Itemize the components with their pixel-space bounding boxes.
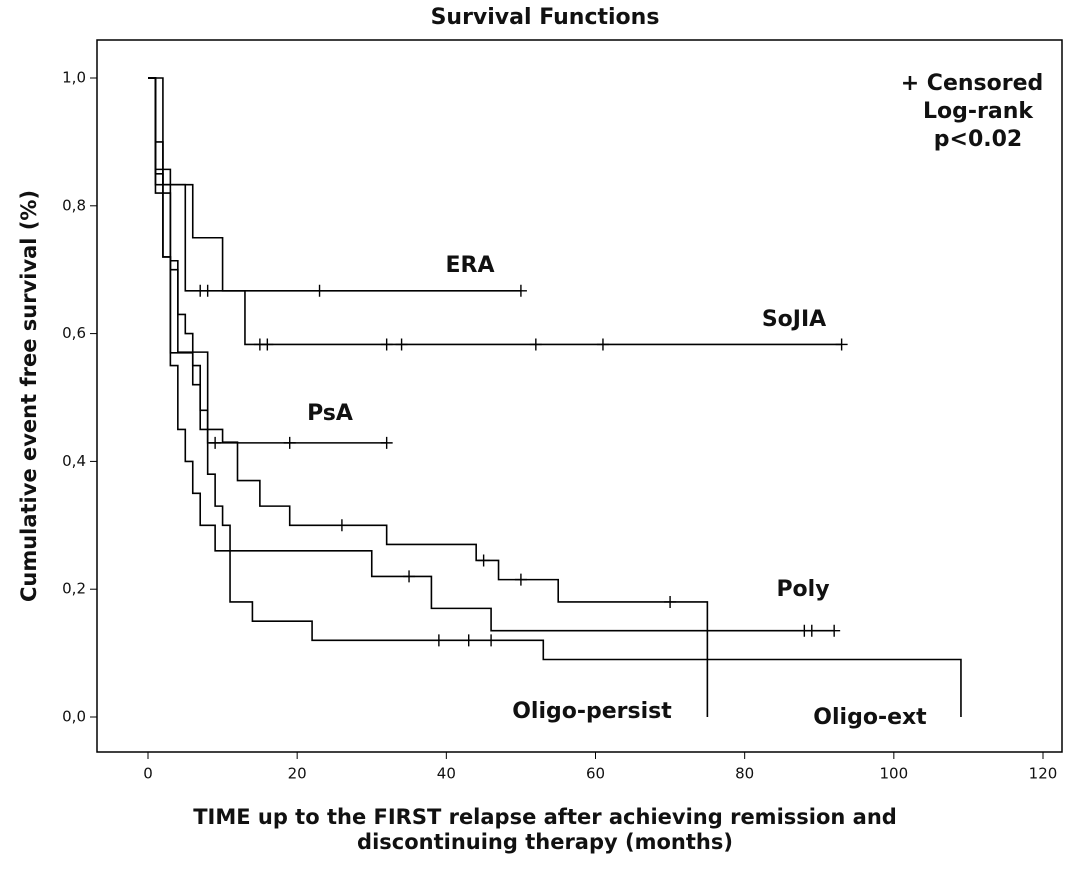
censor-mark — [403, 570, 416, 583]
series-label: Poly — [776, 577, 829, 602]
survival-curve — [148, 77, 387, 444]
x-tick-label: 20 — [288, 765, 307, 783]
censor-mark — [209, 436, 222, 449]
censor-mark — [261, 338, 274, 351]
censor-mark — [201, 284, 214, 297]
censor-mark — [283, 436, 296, 449]
censor-mark — [462, 634, 475, 647]
y-tick-label: 1,0 — [62, 69, 86, 87]
censor-mark — [529, 338, 542, 351]
series-label: ERA — [446, 253, 495, 278]
y-tick-label: 0,6 — [62, 324, 86, 342]
survival-curve — [148, 77, 962, 717]
censor-mark — [514, 284, 527, 297]
x-tick-label: 120 — [1029, 765, 1058, 783]
chart-title: Survival Functions — [431, 5, 660, 30]
survival-curve — [148, 77, 835, 632]
censor-mark — [664, 595, 677, 608]
series-label: SoJIA — [762, 307, 826, 332]
series-label: Oligo-ext — [813, 705, 927, 730]
series-label: Oligo-persist — [512, 699, 672, 724]
annotation: Log-rank — [923, 99, 1034, 124]
censor-mark — [432, 634, 445, 647]
x-tick-label: 80 — [735, 765, 754, 783]
censor-mark — [805, 624, 818, 637]
censor-mark — [335, 519, 348, 532]
censor-mark — [313, 284, 326, 297]
censor-mark — [596, 338, 609, 351]
censor-mark — [380, 436, 393, 449]
series-label: PsA — [307, 401, 353, 426]
x-axis-label: discontinuing therapy (months) — [357, 830, 733, 854]
censor-mark — [485, 634, 498, 647]
x-tick-label: 100 — [880, 765, 909, 783]
x-tick-label: 60 — [586, 765, 605, 783]
survival-curve — [148, 77, 842, 346]
censor-mark — [835, 338, 848, 351]
survival-curve — [148, 77, 709, 717]
x-axis-label: TIME up to the FIRST relapse after achie… — [193, 805, 897, 829]
y-tick-label: 0,2 — [62, 580, 86, 598]
annotation: p<0.02 — [934, 127, 1022, 152]
y-axis-label: Cumulative event free survival (%) — [17, 190, 41, 602]
censor-mark — [380, 338, 393, 351]
y-tick-label: 0,4 — [62, 452, 86, 470]
y-tick-label: 0,8 — [62, 196, 86, 214]
x-tick-label: 40 — [437, 765, 456, 783]
y-tick-label: 0,0 — [62, 708, 86, 726]
censor-mark — [828, 624, 841, 637]
censor-mark — [395, 338, 408, 351]
censor-mark — [477, 554, 490, 567]
plot-frame — [96, 39, 1063, 753]
censor-mark — [514, 573, 527, 586]
x-tick-label: 0 — [143, 765, 153, 783]
annotation: + Censored — [901, 71, 1044, 96]
